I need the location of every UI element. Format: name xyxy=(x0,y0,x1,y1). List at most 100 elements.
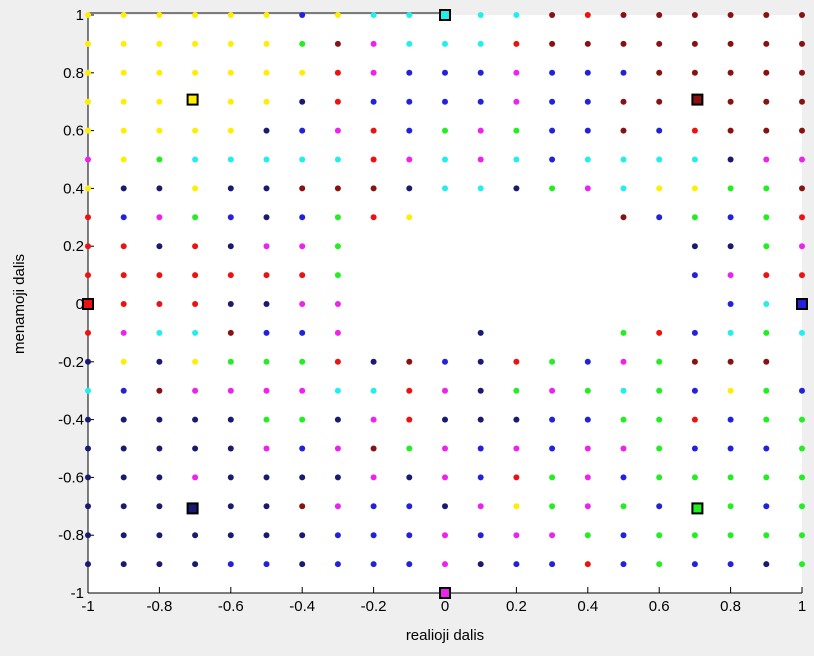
data-point xyxy=(192,69,199,76)
data-point xyxy=(620,98,627,105)
data-point xyxy=(263,40,270,47)
data-point xyxy=(156,503,163,510)
data-point xyxy=(334,329,341,336)
data-point xyxy=(477,445,484,452)
data-point xyxy=(192,12,199,18)
data-point xyxy=(334,416,341,423)
data-point xyxy=(227,98,234,105)
data-point xyxy=(370,214,377,221)
data-point xyxy=(85,243,91,250)
data-point xyxy=(799,503,805,510)
data-point xyxy=(120,301,127,307)
data-point xyxy=(334,156,341,163)
data-point xyxy=(442,185,448,192)
data-point xyxy=(156,532,163,539)
data-point xyxy=(442,445,448,452)
data-point xyxy=(227,503,234,510)
data-point xyxy=(691,416,698,423)
data-point xyxy=(263,214,270,221)
data-point xyxy=(799,416,805,423)
data-point xyxy=(263,12,270,18)
data-point xyxy=(620,185,627,192)
data-point xyxy=(263,358,270,365)
data-point xyxy=(442,98,448,105)
data-point xyxy=(691,532,698,539)
data-point xyxy=(263,387,270,394)
data-point xyxy=(85,98,91,105)
data-point xyxy=(549,358,556,365)
data-point xyxy=(85,329,91,336)
data-point xyxy=(763,214,770,221)
data-point xyxy=(370,156,377,163)
data-point xyxy=(299,40,306,47)
data-point xyxy=(477,127,484,134)
data-point xyxy=(727,301,734,307)
data-point xyxy=(85,40,91,47)
data-point xyxy=(156,12,163,18)
data-point xyxy=(691,329,698,336)
data-point xyxy=(727,243,734,250)
data-point xyxy=(442,127,448,134)
data-point xyxy=(263,503,270,510)
data-point xyxy=(799,40,805,47)
data-point xyxy=(156,185,163,192)
data-point xyxy=(799,69,805,76)
data-point xyxy=(299,358,306,365)
data-point xyxy=(549,12,556,18)
x-tick-label: 0.2 xyxy=(506,598,527,615)
data-point xyxy=(156,272,163,279)
data-point xyxy=(192,561,199,568)
data-point xyxy=(549,416,556,423)
data-point xyxy=(799,98,805,105)
data-point xyxy=(299,69,306,76)
data-point xyxy=(156,387,163,394)
data-point xyxy=(763,532,770,539)
data-point xyxy=(334,532,341,539)
data-point xyxy=(263,185,270,192)
data-point xyxy=(192,214,199,221)
data-point xyxy=(727,561,734,568)
data-point xyxy=(442,416,448,423)
x-tick-label: -0.2 xyxy=(361,598,387,615)
data-point xyxy=(656,127,663,134)
data-point xyxy=(549,532,556,539)
data-point xyxy=(691,474,698,481)
data-point xyxy=(727,329,734,336)
data-point xyxy=(727,156,734,163)
y-tick-label: 0 xyxy=(76,296,84,313)
highlighted-point xyxy=(186,502,199,515)
data-point xyxy=(727,12,734,18)
data-point xyxy=(620,156,627,163)
data-point xyxy=(691,185,698,192)
data-point xyxy=(656,329,663,336)
data-point xyxy=(513,98,520,105)
data-point xyxy=(370,561,377,568)
data-point xyxy=(799,561,805,568)
highlighted-point xyxy=(691,93,704,106)
data-point xyxy=(406,98,413,105)
data-point xyxy=(120,503,127,510)
data-point xyxy=(370,532,377,539)
data-point xyxy=(299,12,306,18)
data-point xyxy=(227,387,234,394)
data-point xyxy=(691,272,698,279)
data-point xyxy=(192,445,199,452)
data-point xyxy=(656,474,663,481)
data-point xyxy=(691,445,698,452)
data-point xyxy=(370,474,377,481)
data-point xyxy=(85,387,91,394)
data-point xyxy=(192,40,199,47)
data-point xyxy=(620,503,627,510)
data-point xyxy=(85,532,91,539)
data-point xyxy=(227,474,234,481)
y-tick-label: -0.8 xyxy=(58,527,84,544)
data-point xyxy=(192,416,199,423)
data-point xyxy=(477,416,484,423)
data-point xyxy=(656,185,663,192)
x-tick-label: -0.4 xyxy=(289,598,315,615)
data-point xyxy=(406,69,413,76)
data-point xyxy=(584,532,591,539)
data-point xyxy=(227,358,234,365)
data-point xyxy=(620,532,627,539)
data-point xyxy=(584,185,591,192)
